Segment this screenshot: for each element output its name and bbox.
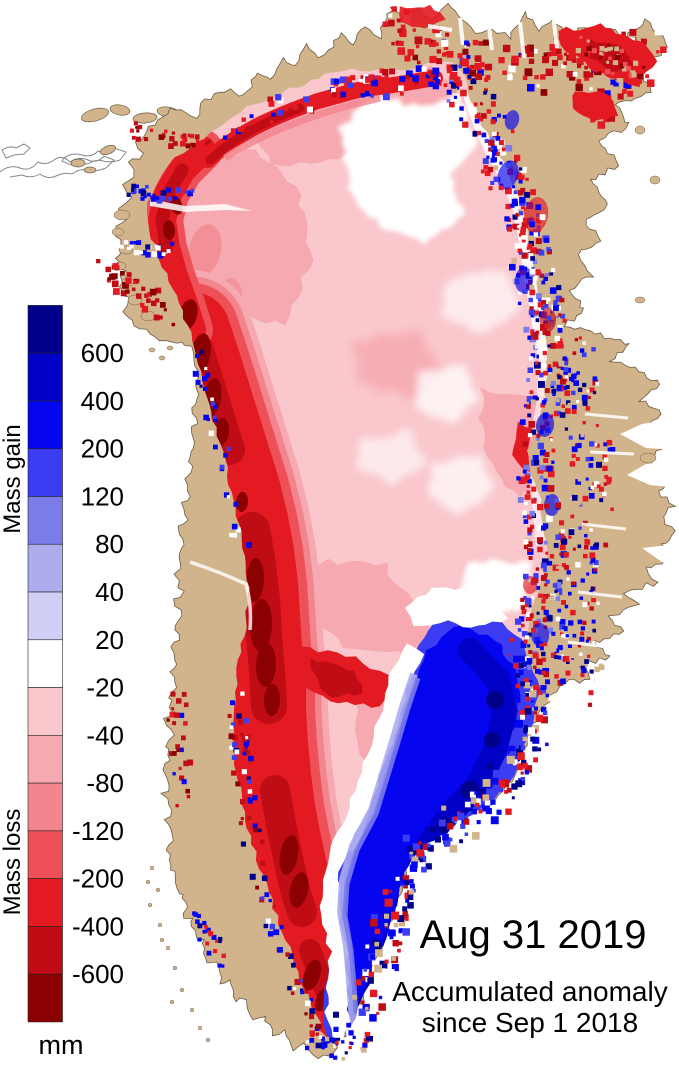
svg-text:400: 400 bbox=[81, 386, 124, 416]
svg-text:-80: -80 bbox=[86, 768, 124, 798]
svg-text:mm: mm bbox=[39, 1030, 84, 1060]
svg-text:80: 80 bbox=[95, 529, 124, 559]
svg-text:-200: -200 bbox=[72, 864, 124, 894]
svg-text:Aug 31 2019: Aug 31 2019 bbox=[420, 913, 647, 957]
svg-text:-600: -600 bbox=[72, 959, 124, 989]
svg-text:Accumulated anomaly: Accumulated anomaly bbox=[392, 976, 667, 1007]
svg-text:Mass gain: Mass gain bbox=[0, 424, 26, 533]
svg-text:-400: -400 bbox=[72, 911, 124, 941]
svg-text:120: 120 bbox=[81, 482, 124, 512]
svg-text:since Sep 1 2018: since Sep 1 2018 bbox=[422, 1007, 638, 1038]
svg-text:Mass loss: Mass loss bbox=[0, 809, 26, 916]
svg-text:600: 600 bbox=[81, 338, 124, 368]
svg-text:40: 40 bbox=[95, 577, 124, 607]
svg-text:20: 20 bbox=[95, 625, 124, 655]
svg-text:200: 200 bbox=[81, 434, 124, 464]
svg-text:-20: -20 bbox=[86, 673, 124, 703]
svg-text:-40: -40 bbox=[86, 720, 124, 750]
svg-text:-120: -120 bbox=[72, 816, 124, 846]
